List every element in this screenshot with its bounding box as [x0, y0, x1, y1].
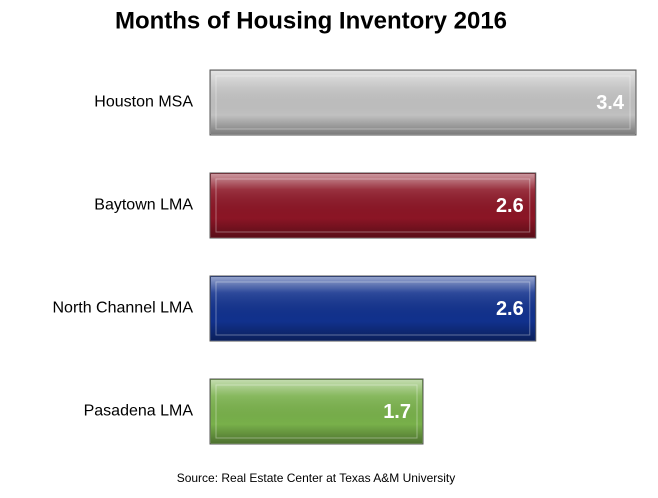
bar-bevel: [215, 281, 531, 336]
value-label: 2.6: [496, 195, 524, 217]
value-label: 2.6: [496, 298, 524, 320]
bar-bevel: [215, 178, 531, 233]
category-label: Baytown LMA: [94, 197, 193, 214]
bar-shine: [211, 71, 635, 134]
value-label: 1.7: [383, 401, 411, 423]
bar-shine: [211, 277, 535, 340]
source-note: Source: Real Estate Center at Texas A&M …: [177, 471, 456, 485]
category-label: North Channel LMA: [52, 300, 193, 317]
category-label: Pasadena LMA: [84, 403, 194, 420]
value-label: 3.4: [596, 92, 625, 114]
category-label: Houston MSA: [94, 94, 193, 111]
bar-shine: [211, 174, 535, 237]
bar-bevel: [215, 384, 418, 439]
bar-shine: [211, 380, 422, 443]
chart-title: Months of Housing Inventory 2016: [115, 7, 507, 34]
bar-bevel: [215, 75, 631, 130]
